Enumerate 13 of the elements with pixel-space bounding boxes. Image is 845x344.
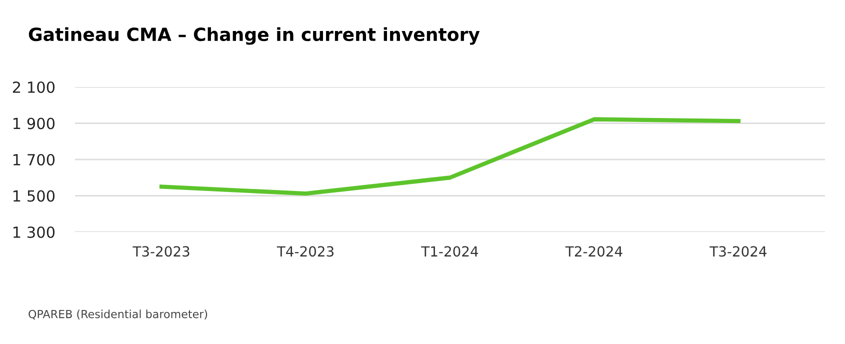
x-tick-label: T1-2024 xyxy=(421,246,478,257)
x-tick-label: T2-2024 xyxy=(565,246,622,257)
x-tick-label: T4-2023 xyxy=(276,246,334,257)
y-tick-label: 1 500 xyxy=(13,190,55,202)
y-tick-label: 1 300 xyxy=(13,226,55,238)
y-tick-label: 2 100 xyxy=(12,81,55,94)
line-series xyxy=(159,117,741,196)
chart-title: Gatineau CMA – Change in current inventory xyxy=(28,27,480,45)
x-tick-label: T3-2024 xyxy=(710,246,767,257)
x-tick-label: T3-2023 xyxy=(132,246,190,257)
text: QPAREB (Residential barometer) xyxy=(28,310,208,320)
y-tick-label: 1 900 xyxy=(13,118,55,130)
y-tick-label: 1 700 xyxy=(13,154,55,166)
